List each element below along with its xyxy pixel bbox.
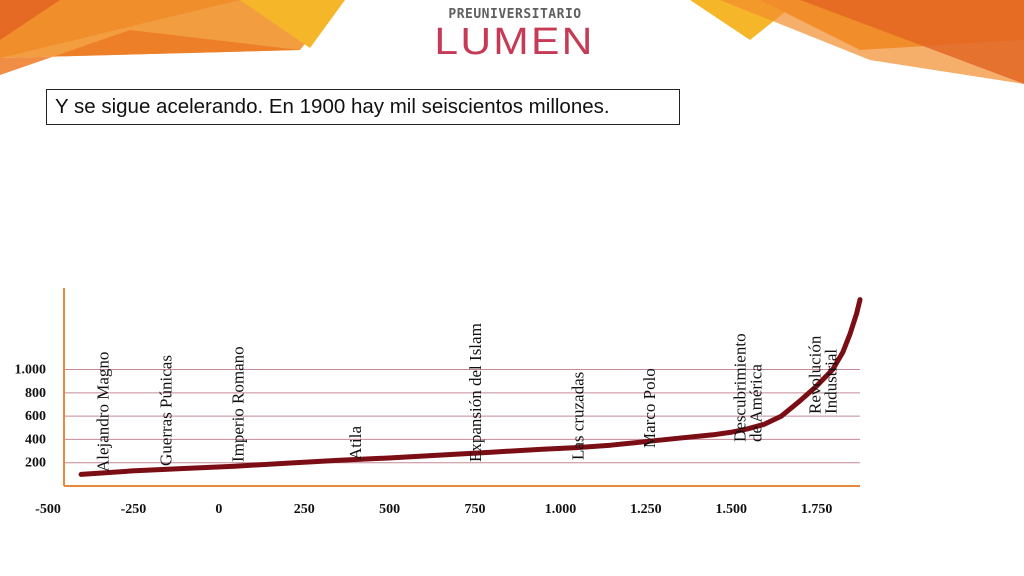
- x-tick-label: 250: [294, 502, 315, 517]
- y-tick-label: 1.000: [15, 363, 47, 378]
- axis-layer: [63, 288, 860, 487]
- y-tick-label: 400: [25, 432, 46, 447]
- x-tick-label: 1.500: [716, 502, 748, 517]
- event-annotation: Guerras Púnicas: [157, 355, 176, 466]
- logo-main-text: LUMEN: [434, 21, 596, 63]
- slide-caption: Y se sigue acelerando. En 1900 hay mil s…: [46, 89, 680, 125]
- event-annotation: Descubrimiento: [731, 333, 750, 442]
- event-annotation: Imperio Romano: [228, 346, 247, 462]
- tick-layer: 200 400 600 800 1.000 -500 -250 0 250 500 750 1.000…: [15, 363, 833, 517]
- banner-shape-left-orange-2: [0, 30, 300, 75]
- x-tick-label: -250: [121, 502, 147, 517]
- header-banner: [0, 0, 1024, 84]
- event-annotation: Atila: [346, 426, 365, 460]
- event-annotation: Expansión del Islam: [466, 323, 485, 462]
- y-tick-label: 600: [25, 409, 46, 424]
- annotation-layer: Alejandro Magno Guerras Púnicas Imperio Ro…: [93, 323, 840, 472]
- event-annotation: Revolución: [806, 335, 825, 414]
- event-annotation: de América: [747, 364, 766, 442]
- y-tick-label: 200: [25, 456, 46, 471]
- event-annotation: Alejandro Magno: [93, 352, 112, 472]
- x-tick-label: 0: [215, 502, 222, 517]
- logo-top-text: PREUNIVERSITARIO: [448, 7, 582, 22]
- x-tick-label: 1.000: [545, 502, 577, 517]
- x-tick-label: 750: [465, 502, 486, 517]
- curve-layer: [78, 297, 863, 477]
- series-line-0: [78, 297, 863, 477]
- x-tick-label: -500: [35, 502, 61, 517]
- banner-shape-left-yellow: [240, 0, 345, 48]
- x-tick-label: 1.750: [801, 502, 833, 517]
- population-chart: Alejandro Magno Guerras Púnicas Imperio Ro…: [15, 288, 863, 517]
- event-annotation: Las cruzadas: [568, 372, 587, 460]
- banner-shape-right-orange-2: [720, 0, 1024, 84]
- x-tick-label: 500: [379, 502, 400, 517]
- x-tick-label: 1.250: [630, 502, 662, 517]
- event-annotation: Marco Polo: [640, 368, 659, 448]
- brand-logo: PREUNIVERSITARIO LUMEN: [435, 6, 593, 61]
- event-annotation: Industrial: [822, 349, 841, 414]
- banner-shape-left-orange: [0, 0, 340, 58]
- grid-layer: [64, 369, 860, 464]
- y-tick-label: 800: [25, 386, 46, 401]
